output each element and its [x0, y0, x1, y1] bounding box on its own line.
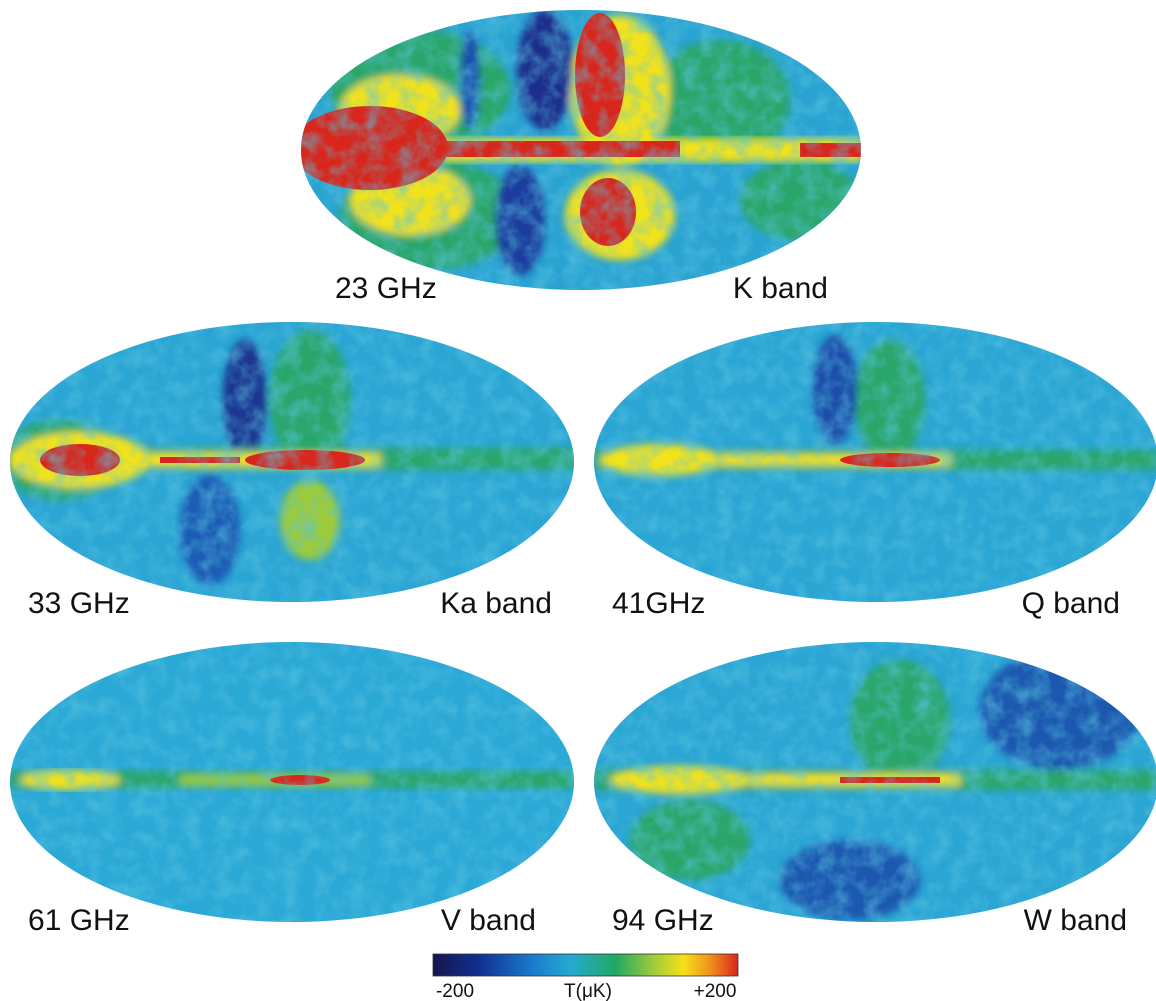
sky-map-v — [10, 642, 574, 924]
figure: 23 GHz K band 33 GHz Ka band 41GHz Q band 61 G… — [0, 0, 1156, 1001]
band-label: W band — [1024, 904, 1127, 937]
frequency-label: 94 GHz — [612, 904, 714, 937]
colorbar-max-label: +200 — [694, 981, 737, 1001]
sky-map-ka — [0, 322, 574, 604]
frequency-label: 41GHz — [612, 587, 705, 620]
colorbar-unit-label: T(μK) — [564, 981, 612, 1001]
frequency-label: 23 GHz — [335, 272, 437, 305]
frequency-label: 61 GHz — [28, 904, 130, 937]
frequency-label: 33 GHz — [28, 587, 130, 620]
band-label: Ka band — [440, 587, 552, 620]
band-label: K band — [733, 272, 828, 305]
sky-map-k — [292, 10, 862, 292]
band-label: Q band — [1022, 587, 1120, 620]
sky-map-q — [594, 322, 1156, 604]
colorbar-min-label: -200 — [436, 981, 474, 1001]
colorbar — [433, 954, 738, 976]
sky-map-w — [594, 642, 1156, 924]
band-label: V band — [441, 904, 536, 937]
